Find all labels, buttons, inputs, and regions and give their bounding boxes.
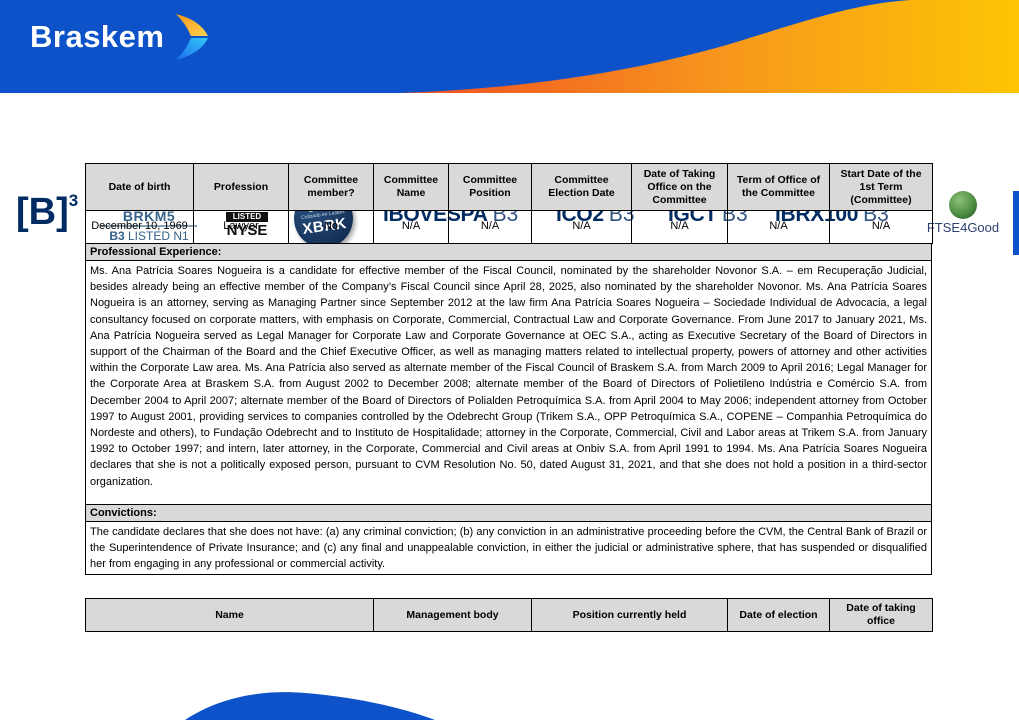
b3-letter: B [28, 191, 57, 233]
braskem-wordmark: Braskem [30, 19, 165, 54]
header-band: Braskem [0, 0, 1019, 93]
committee-table: Date of birth Profession Committee membe… [85, 163, 933, 244]
ftse4good-label: FTSE4Good [926, 220, 1000, 235]
management-table-header-row: Name Management body Position currently … [85, 598, 933, 632]
globe-icon [949, 191, 977, 219]
col-header: Name [85, 598, 374, 632]
candidate-details-block: Date of birth Profession Committee membe… [85, 163, 933, 575]
col-header: Date of Taking Office on the Committee [631, 163, 728, 211]
professional-experience-title: Professional Experience: [85, 242, 932, 262]
cell-date-of-birth: December 10, 1969 [85, 210, 194, 244]
braskem-logo: Braskem [30, 14, 210, 60]
col-header: Committee Election Date [531, 163, 632, 211]
cell-start-first-term: N/A [829, 210, 933, 244]
cell-committee-position: N/A [448, 210, 532, 244]
col-header: Date of election [727, 598, 830, 632]
cell-profession: Lawyer [193, 210, 289, 244]
management-table: Name Management body Position currently … [85, 598, 933, 632]
col-header: Management body [373, 598, 532, 632]
header-swoosh [400, 0, 1019, 93]
committee-table-header-row: Date of birth Profession Committee membe… [85, 163, 933, 211]
logo-strip: [B]3 BRKM5 B3 LISTED N1 BAK LISTED NYSE … [0, 93, 1019, 255]
col-header: Date of taking office [829, 598, 933, 632]
col-header: Committee Name [373, 163, 449, 211]
cell-election-date: N/A [531, 210, 632, 244]
col-header: Committee Position [448, 163, 532, 211]
col-header: Start Date of the 1st Term (Committee) [829, 163, 933, 211]
braskem-logo-mark [176, 14, 209, 60]
b3-sup: 3 [68, 191, 79, 211]
col-header: Profession [193, 163, 289, 211]
b3-bracket-left: [ [16, 191, 29, 233]
b3-bracket-right: ] [56, 191, 69, 233]
cell-taking-office: N/A [631, 210, 728, 244]
cell-term-of-office: N/A [727, 210, 830, 244]
b3-logo: [B]3 [16, 191, 78, 234]
management-table-wrap: Name Management body Position currently … [85, 598, 933, 632]
col-header: Date of birth [85, 163, 194, 211]
committee-table-data-row: December 10, 1969 Lawyer No N/A N/A N/A … [85, 210, 933, 244]
ftse4good-logo: FTSE4Good [915, 191, 1011, 235]
right-edge-accent [1013, 191, 1019, 255]
col-header: Position currently held [531, 598, 728, 632]
cell-committee-name: N/A [373, 210, 449, 244]
convictions-title: Convictions: [85, 503, 932, 523]
professional-experience-text: Ms. Ana Patrícia Soares Nogueira is a ca… [85, 260, 932, 505]
col-header: Committee member? [288, 163, 374, 211]
col-header: Term of Office of the Committee [727, 163, 830, 211]
footer-wave [185, 692, 435, 720]
convictions-text: The candidate declares that she does not… [85, 521, 932, 575]
cell-committee-member: No [288, 210, 374, 244]
